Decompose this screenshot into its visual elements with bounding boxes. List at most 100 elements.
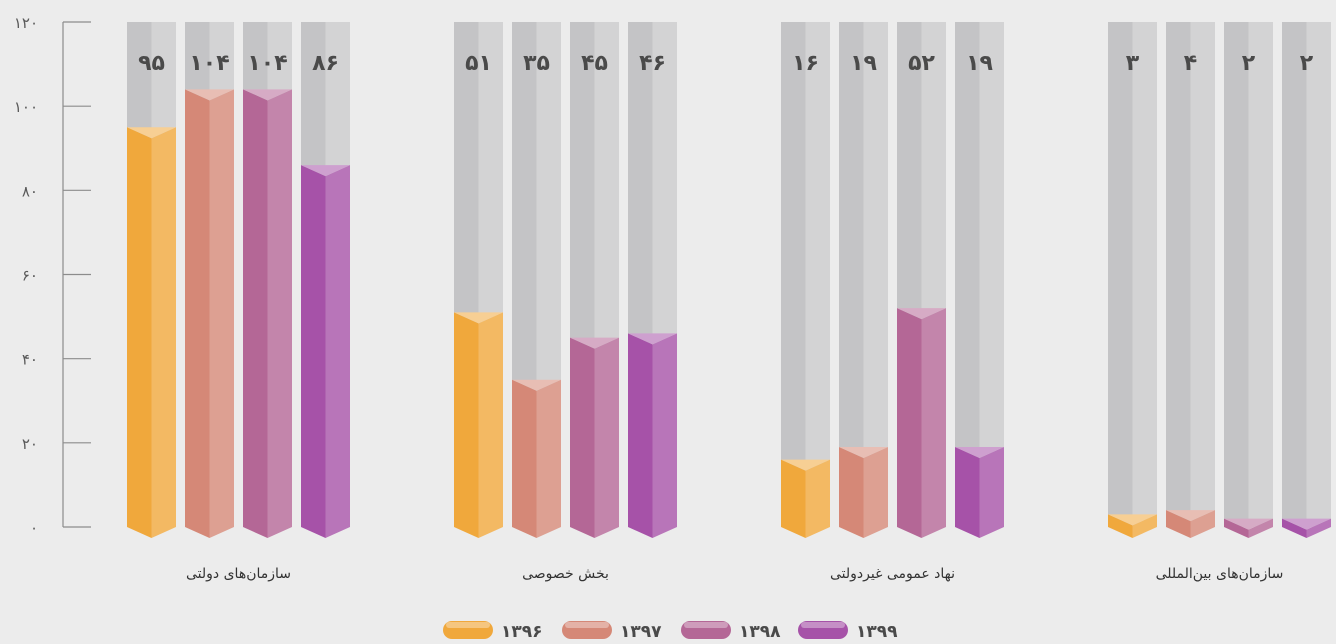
- bar-background-right: [863, 22, 888, 527]
- y-tick-label: ۸۰: [22, 182, 38, 200]
- bar-top: [839, 447, 888, 459]
- bar-background-right: [1132, 22, 1157, 527]
- bar-top: [1166, 510, 1215, 522]
- bar-background-left: [955, 22, 980, 527]
- bar-column: ۱۰۴: [243, 22, 292, 538]
- bar-side: [325, 165, 350, 539]
- bar-column: ۱۹: [839, 22, 888, 538]
- bar-column: ۹۵: [127, 22, 176, 538]
- data-label: ۱۰۴: [247, 51, 287, 76]
- bar: [185, 89, 210, 538]
- bar-side: [267, 89, 292, 538]
- data-label: ۴۵: [581, 51, 608, 76]
- legend-item: ۱۳۹۹: [798, 621, 898, 642]
- y-tick-label: ۱۲۰: [14, 14, 38, 32]
- bar-top: [454, 312, 503, 324]
- bar-background-left: [781, 22, 806, 527]
- data-label: ۳۵: [523, 51, 550, 76]
- bar-column: ۴۶: [628, 22, 677, 538]
- bar-column: ۳: [1108, 22, 1157, 538]
- bar-side: [921, 308, 946, 538]
- bar-column: ۴۵: [570, 22, 619, 538]
- y-tick-label: ۶۰: [22, 267, 38, 285]
- bar-top: [781, 459, 830, 471]
- legend-item: ۱۳۹۶: [443, 621, 543, 642]
- bar-background-right: [1306, 22, 1331, 527]
- data-label: ۹۵: [138, 51, 165, 76]
- legend-item: ۱۳۹۷: [562, 621, 662, 642]
- data-label: ۱۶: [792, 51, 819, 76]
- bar-top: [185, 89, 234, 101]
- bar-side: [536, 379, 561, 538]
- bar: [512, 379, 537, 538]
- bar-top: [301, 165, 350, 177]
- bar-top: [1224, 518, 1273, 530]
- bar-top: [897, 308, 946, 320]
- data-label: ۲: [1300, 51, 1314, 76]
- bar-background-right: [1248, 22, 1273, 527]
- bar: [1282, 518, 1307, 538]
- bar-background-left: [1108, 22, 1133, 527]
- bar-side: [209, 89, 234, 538]
- bar-column: ۳۵: [512, 22, 561, 538]
- bar: [127, 127, 152, 538]
- bar-top: [628, 333, 677, 345]
- bar-side: [652, 333, 677, 538]
- legend-label: ۱۳۹۷: [620, 622, 662, 642]
- y-tick-label: ۰: [30, 519, 38, 537]
- y-tick-label: ۱۰۰: [14, 98, 38, 116]
- bar-top: [243, 89, 292, 101]
- bar-column: ۸۶: [301, 22, 350, 539]
- bar-background-left: [839, 22, 864, 527]
- bar-column: ۵۱: [454, 22, 503, 538]
- bars-area: ۹۵ ۱۰۴ ۱۰۴ ۸۶ سازمان‌های دولتی ۵۱ ۳۵ ۴۵ ۴۶ بخش خص…: [127, 22, 1331, 582]
- bar-side: [1132, 514, 1157, 538]
- legend-swatch-highlight: [684, 622, 728, 628]
- bar-background-right: [1190, 22, 1215, 527]
- legend-swatch-highlight: [565, 622, 609, 628]
- bar-side: [478, 312, 503, 538]
- bar-side: [863, 447, 888, 538]
- legend-label: ۱۳۹۶: [501, 622, 543, 642]
- category-label: نهاد عمومی غیردولتی: [830, 566, 955, 582]
- y-tick-label: ۲۰: [22, 435, 38, 453]
- y-axis: ۰ ۲۰ ۴۰ ۶۰ ۸۰ ۱۰۰ ۱۲۰: [14, 14, 91, 537]
- bar: [454, 312, 479, 538]
- bar: [570, 337, 595, 538]
- bar-top: [1108, 514, 1157, 526]
- bar-side: [1306, 518, 1331, 538]
- data-label: ۴۶: [639, 51, 666, 76]
- data-label: ۳: [1126, 51, 1140, 76]
- legend: ۱۳۹۶ ۱۳۹۷ ۱۳۹۸ ۱۳۹۹: [443, 621, 898, 642]
- data-label: ۱۹: [966, 51, 993, 76]
- bar-column: ۱۹: [955, 22, 1004, 538]
- data-label: ۲: [1242, 51, 1256, 76]
- bar-top: [512, 379, 561, 391]
- bar-top: [127, 127, 176, 139]
- bar-background-right: [805, 22, 830, 527]
- bar: [897, 308, 922, 538]
- bar: [1108, 514, 1133, 538]
- bar-background-left: [1282, 22, 1307, 527]
- data-label: ۸۶: [312, 51, 339, 76]
- bar: [243, 89, 268, 538]
- data-label: ۵۲: [908, 51, 935, 76]
- category-label: سازمان‌های بین‌المللی: [1156, 566, 1284, 582]
- data-label: ۱۹: [850, 51, 877, 76]
- bar-side: [979, 447, 1004, 538]
- bar-top: [955, 447, 1004, 459]
- bar-column: ۱۶: [781, 22, 830, 538]
- legend-swatch-highlight: [446, 622, 490, 628]
- legend-label: ۱۳۹۹: [856, 622, 898, 642]
- y-tick-label: ۴۰: [22, 351, 38, 369]
- category-label: بخش خصوصی: [522, 566, 609, 582]
- bar-column: ۴: [1166, 22, 1215, 538]
- bar: [1166, 510, 1191, 538]
- bar-column: ۱۰۴: [185, 22, 234, 538]
- bar-side: [805, 459, 830, 538]
- bar: [1224, 518, 1249, 538]
- bar-background-left: [1166, 22, 1191, 527]
- bar-background-left: [1224, 22, 1249, 527]
- bar-side: [1190, 510, 1215, 538]
